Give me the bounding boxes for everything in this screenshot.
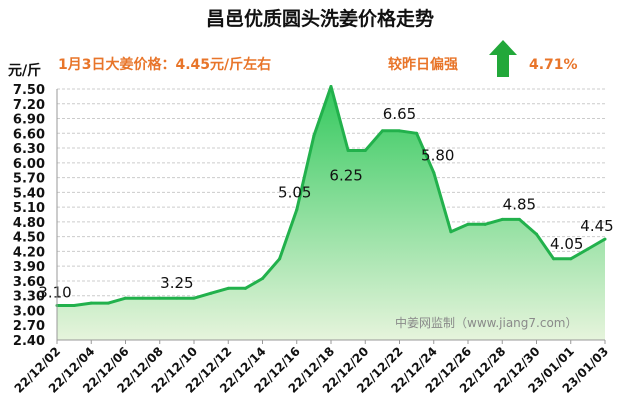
data-point <box>398 129 401 133</box>
data-point <box>517 217 521 221</box>
data-label: 4.05 <box>550 235 583 253</box>
trend-text: 较昨日偏强 <box>388 56 458 73</box>
data-point <box>346 149 350 153</box>
y-tick-label: 5.70 <box>13 172 45 187</box>
data-point <box>226 286 230 290</box>
data-point <box>295 208 299 212</box>
up-arrow-icon <box>489 40 517 77</box>
data-point <box>158 296 162 300</box>
data-label: 4.45 <box>580 217 613 235</box>
y-tick-label: 6.30 <box>13 142 45 157</box>
data-point <box>175 296 179 300</box>
data-point <box>535 232 538 236</box>
data-label: 5.80 <box>421 147 454 165</box>
data-labels: 3.10 3.25 5.05 6.25 6.65 5.80 4.85 4.054.45 <box>38 105 613 302</box>
price-note: 1月3日大姜价格：4.45元/斤左右 <box>58 56 271 73</box>
data-point <box>483 222 487 226</box>
y-tick-label: 6.60 <box>13 127 45 142</box>
data-point <box>72 304 76 308</box>
data-point <box>209 291 213 295</box>
data-point <box>569 257 573 261</box>
data-point <box>243 286 247 290</box>
data-point <box>466 222 470 226</box>
y-tick-label: 7.50 <box>13 83 45 98</box>
data-point <box>261 276 264 280</box>
y-axis-unit: 元/斤 <box>8 62 41 79</box>
data-point <box>586 247 590 251</box>
trend-percent: 4.71% <box>529 57 578 73</box>
data-point <box>141 296 145 300</box>
data-point <box>500 217 504 221</box>
y-tick-label: 6.00 <box>13 157 45 172</box>
y-tick-label: 7.20 <box>13 98 45 113</box>
data-point <box>552 257 556 261</box>
y-axis: 2.402.703.003.303.603.904.204.504.805.10… <box>13 83 45 349</box>
data-point <box>449 230 453 234</box>
area-series <box>55 85 607 340</box>
data-point <box>278 257 282 261</box>
chart-title: 昌邑优质圆头洗姜价格走势 <box>206 7 434 30</box>
y-tick-label: 3.00 <box>13 304 45 319</box>
y-tick-label: 6.90 <box>13 113 45 128</box>
y-tick-label: 2.70 <box>13 319 45 334</box>
watermark: 中姜网监制（www.jiang7.com） <box>395 315 577 330</box>
y-tick-label: 3.30 <box>13 290 45 305</box>
y-tick-label: 3.60 <box>13 275 45 290</box>
data-point <box>192 296 196 300</box>
data-label: 4.85 <box>503 195 536 213</box>
data-label: 3.10 <box>38 284 71 302</box>
data-label: 6.25 <box>329 167 362 185</box>
y-tick-label: 4.50 <box>13 231 45 246</box>
data-label: 3.25 <box>160 274 193 292</box>
y-tick-label: 3.90 <box>13 260 45 275</box>
area-fill <box>57 86 605 340</box>
data-point <box>415 131 419 135</box>
y-tick-label: 4.80 <box>13 216 45 231</box>
y-tick-label: 5.10 <box>13 201 45 216</box>
y-tick-label: 2.40 <box>13 334 45 349</box>
data-label: 6.65 <box>383 105 416 123</box>
data-point <box>312 134 316 138</box>
data-point <box>329 85 333 89</box>
data-point <box>106 301 110 305</box>
data-point <box>603 237 607 241</box>
y-tick-label: 5.40 <box>13 186 45 201</box>
y-tick-label: 4.20 <box>13 245 45 260</box>
data-point <box>363 149 367 153</box>
data-point <box>124 296 127 300</box>
data-label: 5.05 <box>278 184 311 202</box>
data-point <box>432 171 436 175</box>
data-point <box>89 301 93 305</box>
data-point <box>380 129 384 133</box>
